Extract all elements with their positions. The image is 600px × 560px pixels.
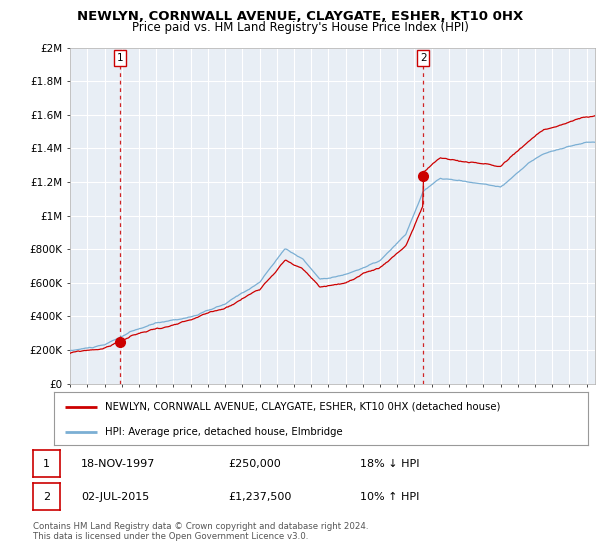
Text: £1,237,500: £1,237,500 bbox=[228, 492, 292, 502]
Text: £250,000: £250,000 bbox=[228, 459, 281, 469]
Text: 10% ↑ HPI: 10% ↑ HPI bbox=[360, 492, 419, 502]
Text: 2: 2 bbox=[420, 53, 427, 63]
Text: NEWLYN, CORNWALL AVENUE, CLAYGATE, ESHER, KT10 0HX: NEWLYN, CORNWALL AVENUE, CLAYGATE, ESHER… bbox=[77, 10, 523, 23]
Text: NEWLYN, CORNWALL AVENUE, CLAYGATE, ESHER, KT10 0HX (detached house): NEWLYN, CORNWALL AVENUE, CLAYGATE, ESHER… bbox=[105, 402, 500, 412]
Text: HPI: Average price, detached house, Elmbridge: HPI: Average price, detached house, Elmb… bbox=[105, 427, 343, 437]
Text: 18% ↓ HPI: 18% ↓ HPI bbox=[360, 459, 419, 469]
Text: 02-JUL-2015: 02-JUL-2015 bbox=[81, 492, 149, 502]
Text: Price paid vs. HM Land Registry's House Price Index (HPI): Price paid vs. HM Land Registry's House … bbox=[131, 21, 469, 34]
Text: Contains HM Land Registry data © Crown copyright and database right 2024.
This d: Contains HM Land Registry data © Crown c… bbox=[33, 522, 368, 542]
Text: 1: 1 bbox=[117, 53, 124, 63]
Text: 2: 2 bbox=[43, 492, 50, 502]
Text: 18-NOV-1997: 18-NOV-1997 bbox=[81, 459, 155, 469]
Text: 1: 1 bbox=[43, 459, 50, 469]
